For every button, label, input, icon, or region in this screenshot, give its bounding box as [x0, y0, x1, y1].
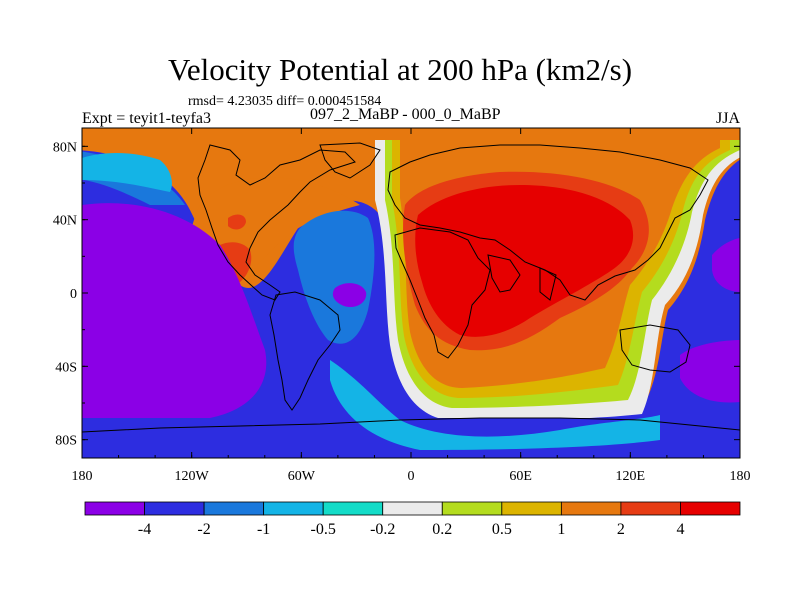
colorbar-swatch: [501, 501, 562, 516]
plot-title: Velocity Potential at 200 hPa (km2/s): [167, 52, 633, 87]
colorbar-swatch: [263, 501, 324, 516]
contour-field: [82, 128, 740, 458]
x-tick-label: 0: [408, 469, 415, 484]
colorbar-label: 1: [557, 521, 565, 538]
coast-africa: [394, 227, 491, 359]
southwest-pacific-minimum: [680, 340, 740, 403]
east-indian-minimum: [712, 238, 740, 292]
x-tick-label: 120W: [175, 469, 210, 484]
colorbar-label: -1: [257, 521, 270, 538]
y-tick-label: 0: [70, 287, 77, 302]
colorbar-swatch: [441, 501, 503, 516]
colorbar-swatch: [322, 501, 384, 516]
colorbar-label: 0.5: [492, 521, 512, 538]
colorbar-label: -0.5: [311, 521, 336, 538]
y-axis: 80N 40N 0 40S 80S: [53, 140, 740, 449]
y-tick-label: 40N: [53, 214, 77, 229]
colorbar-swatch: [680, 501, 741, 516]
coastlines: [82, 142, 740, 433]
stats-label: rmsd= 4.23035 diff= 0.000451584: [188, 94, 382, 109]
coast-antarctica: [82, 417, 740, 433]
coast-australia: [619, 324, 691, 373]
coast-greenland: [319, 142, 381, 179]
colorbar-swatch: [84, 501, 145, 516]
y-tick-label: 80S: [55, 434, 77, 449]
colorbar-label: 2: [617, 521, 625, 538]
colorbar-label: -0.2: [370, 521, 395, 538]
season-label: JJA: [715, 110, 740, 127]
experiment-label: Expt = teyit1-teyfa3: [82, 110, 211, 127]
x-axis: 180 120W 60W 0 60E 120E 180: [72, 128, 751, 484]
colorbar-swatch: [620, 501, 681, 516]
x-tick-label: 60W: [288, 469, 316, 484]
southern-ocean-cyan: [330, 360, 660, 450]
atlantic-minimum: [332, 283, 367, 308]
x-tick-label: 60E: [509, 469, 532, 484]
colorbar-label: -4: [138, 521, 151, 538]
colorbar: -4 -2 -1 -0.5 -0.2 0.2 0.5 1 2 4: [84, 501, 741, 538]
pacific-minimum: [82, 203, 267, 420]
colorbar-swatch: [144, 501, 205, 516]
atlantic-tongue: [293, 210, 375, 344]
y-tick-label: 40S: [55, 360, 77, 375]
coast-arabia-india: [487, 254, 557, 301]
x-tick-label: 120E: [616, 469, 646, 484]
coast-eurasia: [387, 144, 709, 301]
colorbar-swatch: [382, 501, 443, 516]
colorbar-label: 4: [676, 521, 684, 538]
arctic-band: [82, 153, 172, 192]
north-america-spot: [228, 214, 246, 230]
x-tick-label: 180: [72, 469, 93, 484]
colorbar-label: -2: [197, 521, 210, 538]
colorbar-label: 0.2: [432, 521, 452, 538]
coast-south-america: [269, 291, 341, 411]
y-tick-label: 80N: [53, 140, 77, 155]
colorbar-swatch: [203, 501, 265, 516]
x-tick-label: 180: [730, 469, 751, 484]
coast-north-america: [197, 144, 356, 301]
colorbar-swatch: [560, 501, 622, 516]
comparison-label: 097_2_MaBP - 000_0_MaBP: [310, 106, 501, 123]
